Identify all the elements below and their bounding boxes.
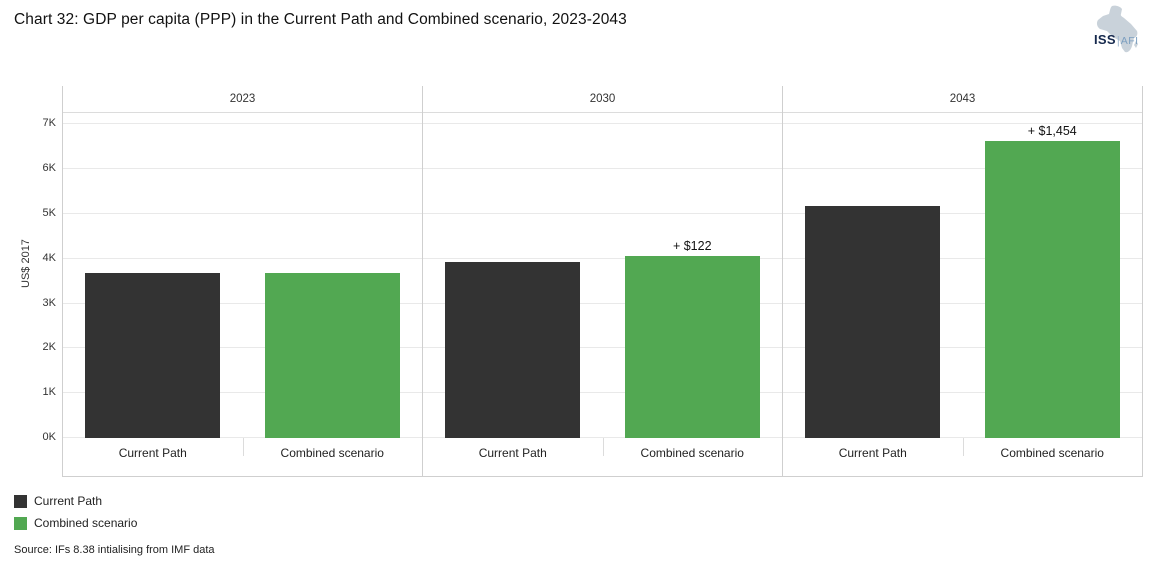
gridline bbox=[423, 437, 782, 438]
x-axis-labels: Current Path Combined scenario bbox=[423, 438, 782, 477]
logo-divider: | bbox=[1116, 35, 1120, 47]
gridline bbox=[63, 168, 422, 170]
bar-combined-scenario bbox=[984, 140, 1120, 438]
x-category-label: Current Path bbox=[478, 446, 547, 460]
y-tick-label: 2K bbox=[42, 341, 56, 354]
bar-current-path bbox=[805, 205, 941, 438]
gridline bbox=[63, 257, 422, 259]
gridline bbox=[783, 302, 1142, 304]
gridline bbox=[423, 168, 782, 170]
plot-area bbox=[63, 113, 422, 438]
bar-value-annotation: + $122 bbox=[672, 239, 712, 254]
iss-afi-logo: ISS|AFI bbox=[1086, 5, 1144, 55]
bar-value-annotation: + $1,454 bbox=[1027, 123, 1077, 138]
gridline bbox=[63, 347, 422, 349]
legend-swatch-icon bbox=[14, 494, 27, 508]
y-tick-label: 1K bbox=[42, 386, 56, 399]
plot-area: + $122 bbox=[423, 113, 782, 438]
gridline bbox=[783, 168, 1142, 170]
gridline bbox=[783, 347, 1142, 349]
gridline bbox=[423, 392, 782, 394]
x-axis-labels: Current Path Combined scenario bbox=[783, 438, 1142, 477]
facet-header: 2043 bbox=[783, 86, 1142, 113]
bar-combined-scenario bbox=[264, 273, 400, 438]
y-tick-label: 3K bbox=[42, 296, 56, 309]
facet-panels: 2023 Current Path Combined scenario 2030 + $… bbox=[62, 86, 1143, 477]
gridline bbox=[63, 437, 422, 438]
bar-current-path bbox=[445, 261, 581, 438]
gridline bbox=[63, 123, 422, 125]
x-category-label: Combined scenario bbox=[280, 446, 384, 460]
y-tick-label: 5K bbox=[42, 206, 56, 219]
x-axis-labels: Current Path Combined scenario bbox=[63, 438, 422, 477]
gridline bbox=[423, 257, 782, 259]
bar-current-path bbox=[85, 273, 221, 438]
category-tick bbox=[602, 438, 604, 456]
gridline bbox=[783, 437, 1142, 438]
gridline bbox=[423, 302, 782, 304]
y-tick-label: 4K bbox=[42, 251, 56, 264]
logo-unit-label: AFI bbox=[1120, 35, 1139, 47]
gridline bbox=[423, 123, 782, 125]
facet-panel-2043: 2043 + $1,454 Current Path Combined scenari… bbox=[782, 86, 1143, 477]
category-tick bbox=[962, 438, 964, 456]
y-tick-label: 0K bbox=[42, 431, 56, 443]
legend: Current Path Combined scenario bbox=[14, 490, 137, 534]
y-tick-label: 7K bbox=[42, 117, 56, 130]
logo-org-label: ISS bbox=[1094, 32, 1116, 47]
gridline bbox=[423, 347, 782, 349]
legend-label: Combined scenario bbox=[34, 516, 138, 530]
gridline bbox=[783, 123, 1142, 125]
source-note: Source: IFs 8.38 intialising from IMF da… bbox=[14, 544, 215, 556]
plot-area: + $1,454 bbox=[783, 113, 1142, 438]
gridline bbox=[783, 212, 1142, 214]
legend-swatch-icon bbox=[14, 516, 27, 530]
logo-text: ISS|AFI bbox=[1094, 31, 1139, 49]
x-category-label: Combined scenario bbox=[1000, 446, 1104, 460]
legend-label: Current Path bbox=[34, 494, 103, 508]
x-category-label: Current Path bbox=[838, 446, 907, 460]
facet-panel-2023: 2023 Current Path Combined scenario bbox=[62, 86, 422, 477]
gridline bbox=[63, 212, 422, 214]
facet-header: 2030 bbox=[423, 86, 782, 113]
legend-item: Combined scenario bbox=[14, 512, 137, 534]
category-tick bbox=[242, 438, 244, 456]
gridline bbox=[423, 212, 782, 214]
x-category-label: Current Path bbox=[118, 446, 187, 460]
gridline bbox=[63, 392, 422, 394]
facet-panel-2030: 2030 + $122 Current Path Combined scenario bbox=[422, 86, 782, 477]
chart-title: Chart 32: GDP per capita (PPP) in the Cu… bbox=[14, 11, 627, 28]
gridline bbox=[783, 392, 1142, 394]
y-tick-label: 6K bbox=[42, 162, 56, 175]
bar-combined-scenario bbox=[624, 256, 760, 438]
x-category-label: Combined scenario bbox=[640, 446, 744, 460]
legend-item: Current Path bbox=[14, 490, 137, 512]
facet-header: 2023 bbox=[63, 86, 422, 113]
gridline bbox=[783, 257, 1142, 259]
gridline bbox=[63, 302, 422, 304]
